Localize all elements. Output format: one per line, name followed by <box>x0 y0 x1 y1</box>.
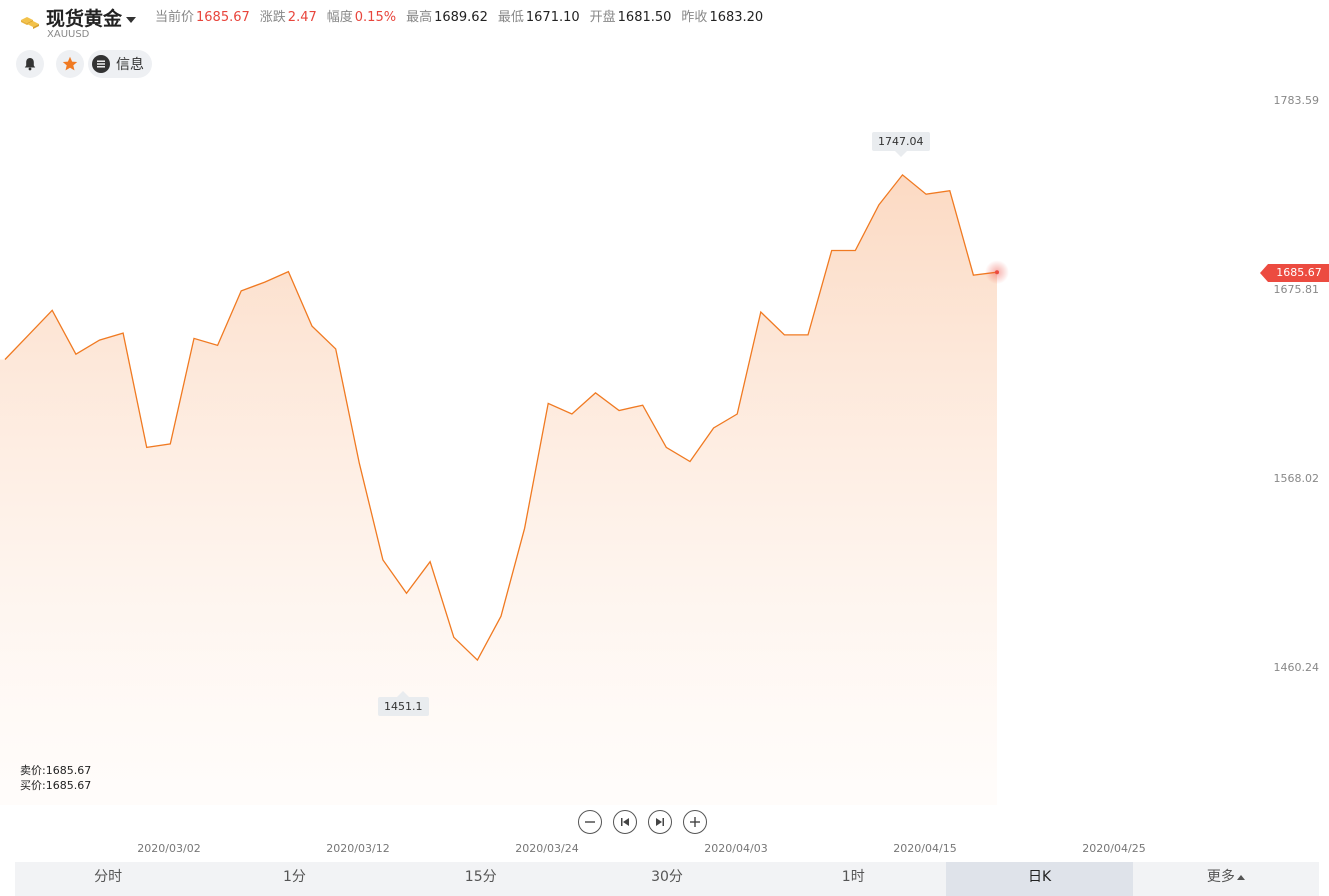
quote-open: 开盘 1681.50 <box>590 6 672 25</box>
tab-15min[interactable]: 15分 <box>388 862 574 896</box>
tab-30min[interactable]: 30分 <box>574 862 760 896</box>
quote-label: 最高 <box>406 10 433 25</box>
quote-change: 涨跌 2.47 <box>260 6 317 25</box>
instrument-selector[interactable]: 现货黄金 <box>18 4 137 31</box>
tab-label: 日K <box>1027 869 1052 885</box>
current-price-dot <box>995 270 999 275</box>
low-price-tag: 1451.1 <box>378 691 429 716</box>
list-icon <box>92 55 110 73</box>
tab-label: 15分 <box>464 869 497 885</box>
y-tick-label: 1675.81 <box>1273 283 1320 296</box>
quote-change-percent: 幅度 0.15% <box>327 6 396 25</box>
tab-label: 更多 <box>1206 869 1235 885</box>
quote-low: 最低 1671.10 <box>498 6 580 25</box>
quote-label: 涨跌 <box>259 10 286 25</box>
quote-value: 1685.67 <box>196 10 250 25</box>
tab-label: 分时 <box>94 869 123 885</box>
quote-label: 最低 <box>497 10 524 25</box>
quote-prev-close: 昨收 1683.20 <box>681 6 763 25</box>
quote-value: 1689.62 <box>434 10 488 25</box>
x-tick-label: 2020/03/12 <box>326 842 390 855</box>
quote-label: 幅度 <box>326 10 353 25</box>
jump-start-button[interactable] <box>613 810 637 834</box>
jump-end-button[interactable] <box>648 810 672 834</box>
chevron-down-icon[interactable] <box>126 16 137 23</box>
price-line <box>4 173 998 662</box>
current-price-tag: 1685.67 <box>1260 264 1329 282</box>
tab-label: 1时 <box>841 869 865 885</box>
y-tick-label: 1568.02 <box>1273 472 1320 485</box>
quote-current-price: 当前价 1685.67 <box>155 6 250 25</box>
instrument-title[interactable]: 现货黄金 <box>46 8 123 30</box>
quote-value: 2.47 <box>287 10 317 25</box>
x-tick-label: 2020/04/15 <box>893 842 957 855</box>
quote-label: 当前价 <box>155 10 195 25</box>
buy-price: 买价:1685.67 <box>20 779 92 792</box>
plus-icon <box>690 817 700 827</box>
zoom-in-button[interactable] <box>683 810 707 834</box>
quote-value: 1681.50 <box>617 10 672 25</box>
tab-more[interactable]: 更多 <box>1133 862 1319 896</box>
skip-forward-icon <box>656 818 664 826</box>
star-icon <box>62 56 78 71</box>
info-label: 信息 <box>116 57 144 73</box>
tab-timeshare[interactable]: 分时 <box>15 862 201 896</box>
price-area <box>0 174 997 805</box>
tab-daily[interactable]: 日K <box>946 862 1133 896</box>
favorite-button[interactable] <box>56 50 84 78</box>
period-tabs: 分时 1分 15分 30分 1时 日K 更多 <box>15 862 1319 896</box>
chevron-up-icon <box>1236 874 1245 880</box>
chart-controls <box>578 810 718 834</box>
x-tick-label: 2020/04/03 <box>704 842 768 855</box>
quote-high: 最高 1689.62 <box>406 6 488 25</box>
x-tick-label: 2020/03/24 <box>515 842 579 855</box>
zoom-out-button[interactable] <box>578 810 602 834</box>
x-tick-label: 2020/04/25 <box>1082 842 1146 855</box>
instrument-symbol: XAUUSD <box>47 29 90 40</box>
tab-label: 1分 <box>282 869 306 885</box>
y-tick-label: 1460.24 <box>1273 661 1320 674</box>
minus-icon <box>585 821 595 823</box>
skip-back-icon <box>621 818 629 826</box>
toolbar: 信息 <box>16 50 164 78</box>
x-tick-label: 2020/03/02 <box>137 842 201 855</box>
quote-label: 开盘 <box>589 10 616 25</box>
gold-bars-icon <box>21 16 39 29</box>
bid-ask-panel: 卖价:1685.67 买价:1685.67 <box>20 763 91 793</box>
high-price-tag: 1747.04 <box>872 132 930 157</box>
bell-icon <box>24 58 36 71</box>
y-tick-label: 1783.59 <box>1273 94 1320 107</box>
quote-value: 1671.10 <box>525 10 580 25</box>
quote-label: 昨收 <box>681 10 708 25</box>
tab-label: 30分 <box>651 869 683 885</box>
tab-1min[interactable]: 1分 <box>201 862 387 896</box>
alert-button[interactable] <box>16 50 44 78</box>
tab-1hour[interactable]: 1时 <box>760 862 946 896</box>
quote-bar: 当前价 1685.67 涨跌 2.47 幅度 0.15% 最高 1689.62 最低 16… <box>155 6 773 25</box>
info-button[interactable]: 信息 <box>88 50 152 78</box>
sell-price: 卖价:1685.67 <box>20 764 92 777</box>
quote-value: 0.15% <box>354 10 397 25</box>
quote-value: 1683.20 <box>709 10 764 25</box>
